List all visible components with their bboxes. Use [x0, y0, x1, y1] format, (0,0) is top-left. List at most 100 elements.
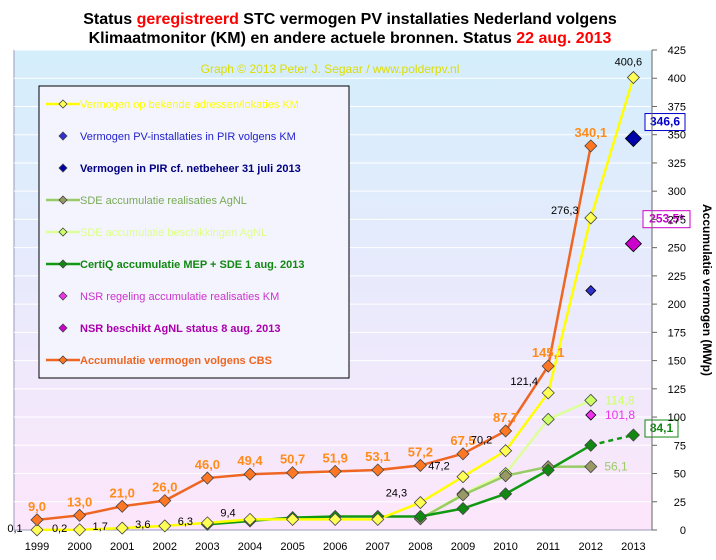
legend-marker-8: [58, 355, 68, 365]
data-label-km: 0,1: [7, 523, 22, 535]
point-series-8: [115, 499, 129, 513]
legend-marker-4: [58, 227, 68, 237]
point-series-7: [624, 235, 642, 253]
legend-marker-6: [58, 291, 68, 301]
point-series-0: [328, 512, 342, 526]
y-tick-label: 225: [668, 271, 686, 283]
legend-entry-0: Vermogen op bekende adressen/lokaties KM: [80, 99, 299, 111]
x-tick-label: 2010: [493, 541, 517, 553]
data-label-cbs: 9,0: [28, 499, 46, 514]
point-series-0: [371, 512, 385, 526]
point-series-8: [30, 513, 44, 527]
data-label-certiq: 84,1: [650, 421, 674, 435]
data-label-km: 24,3: [386, 488, 407, 500]
data-label-km: 1,7: [93, 521, 108, 533]
data-label-cbs: 50,7: [280, 452, 305, 467]
y-tick-label: 100: [668, 412, 686, 424]
data-label-cbs: 46,0: [195, 457, 220, 472]
legend-entry-4: SDE accumulatie beschikkingen AgNL: [80, 227, 267, 239]
x-tick-label: 2009: [451, 541, 475, 553]
x-tick-label: 2001: [110, 541, 134, 553]
point-series-8: [584, 139, 598, 153]
data-label-cbs: 51,9: [323, 450, 348, 465]
data-labels: 9,0 13,0 21,0 26,0 46,0 49,4 50,7 51,9 53,1 57,2 6…: [7, 57, 691, 535]
point-series-0: [158, 519, 172, 533]
x-tick-label: 2000: [67, 541, 91, 553]
point-series-8: [413, 458, 427, 472]
point-series-0: [73, 523, 87, 537]
x-tick-label: 2008: [408, 541, 432, 553]
x-tick-label: 2002: [153, 541, 177, 553]
point-series-0: [626, 70, 640, 85]
legend-marker-2: [58, 163, 68, 173]
y-tick-label: 350: [668, 130, 686, 142]
x-axis: 1999 2000 2001 2002 2003 2004 2005 2006 2007 2008…: [25, 541, 646, 553]
chart-title-line2: Klimaatmonitor (KM) en andere actuele br…: [89, 30, 612, 47]
x-tick-label: 2007: [366, 541, 390, 553]
series-line-8: [36, 145, 593, 522]
marks-group: [30, 70, 642, 537]
data-label-km: 276,3: [551, 205, 579, 217]
legend-box: [38, 85, 350, 379]
legend-entry-2: Vermogen in PIR cf. netbeheer 31 juli 20…: [80, 163, 301, 175]
y-tick-label: 325: [668, 158, 686, 170]
point-series-5: [541, 463, 555, 477]
chart-title-line1: Status geregistreerd STC vermogen PV ins…: [83, 11, 617, 28]
data-label-cbs: 49,4: [237, 453, 263, 468]
legend-marker-1: [58, 131, 68, 141]
point-series-8: [328, 464, 342, 478]
x-tick-label: 2004: [238, 541, 262, 553]
y-tick-label: 275: [668, 214, 686, 226]
legend-entry-3: SDE accumulatie realisaties AgNL: [80, 195, 247, 207]
legend-marker-7: [58, 323, 68, 333]
point-series-1: [585, 284, 597, 297]
point-series-5: [499, 487, 513, 501]
y-tick-label: 175: [668, 327, 686, 339]
point-series-3: [584, 460, 598, 474]
point-series-8: [200, 471, 214, 485]
point-series-8: [371, 463, 385, 477]
data-label-cbs: 340,1: [575, 125, 608, 140]
legend-marker-0: [58, 99, 68, 109]
y-tick-label: 75: [674, 440, 686, 452]
legend-entry-8: Accumulatie vermogen volgens CBS: [80, 355, 272, 367]
point-series-2: [624, 129, 642, 148]
data-label-cbs: 57,2: [408, 444, 433, 459]
y-tick-label: 375: [668, 101, 686, 113]
y-axis-label: Accumulatie vermogen (MWp): [700, 204, 714, 376]
data-label-pir-box: [644, 113, 686, 132]
x-tick-label: 1999: [25, 541, 49, 553]
point-series-0: [30, 523, 44, 537]
data-label-km: 6,3: [178, 516, 193, 528]
point-series-0: [115, 521, 129, 535]
point-series-4: [541, 412, 555, 426]
x-tick-label: 2011: [536, 541, 560, 553]
point-series-8: [286, 466, 300, 480]
point-series-8: [73, 508, 87, 522]
data-label-cbs: 67,5: [450, 433, 475, 448]
y-tick-label: 250: [668, 243, 686, 255]
data-label-km: 121,4: [510, 376, 538, 388]
point-series-0: [413, 495, 427, 510]
y-tick-label: 50: [674, 469, 686, 481]
legend-entry-6: NSR regeling accumulatie realisaties KM: [80, 291, 279, 303]
point-series-3: [456, 488, 470, 502]
data-label-cbs: 21,0: [110, 485, 135, 500]
x-tick-label: 2013: [621, 541, 645, 553]
y-tick-label: 125: [668, 384, 686, 396]
point-series-5: [626, 428, 640, 442]
x-tick-label: 2003: [195, 541, 219, 553]
point-series-8: [499, 424, 513, 438]
x-tick-label: 2012: [579, 541, 603, 553]
data-label-sde-real: 56,1: [604, 460, 628, 474]
data-label-km: 400,6: [615, 57, 643, 69]
point-series-8: [541, 359, 555, 373]
data-label-sde-beschik: 114,8: [605, 393, 634, 407]
legend-marker-3: [58, 195, 68, 205]
point-series-6: [585, 409, 597, 421]
legend-marker-5: [58, 259, 68, 269]
y-tick-label: 200: [668, 299, 686, 311]
legend: Vermogen op bekende adressen/lokaties KM…: [46, 99, 304, 367]
point-series-0: [243, 512, 257, 526]
